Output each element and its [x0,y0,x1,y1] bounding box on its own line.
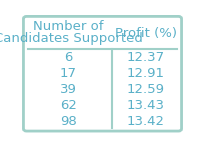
Text: 13.43: 13.43 [127,99,165,112]
Text: 12.59: 12.59 [127,83,165,96]
Text: 12.91: 12.91 [127,67,165,80]
Text: Number of: Number of [33,20,104,33]
Text: Candidates Supported: Candidates Supported [0,32,143,45]
FancyBboxPatch shape [23,16,182,131]
Text: Profit (%): Profit (%) [115,27,177,40]
Text: 98: 98 [60,115,77,128]
Text: 12.37: 12.37 [127,51,165,64]
Text: 6: 6 [64,51,73,64]
Text: 62: 62 [60,99,77,112]
Text: 13.42: 13.42 [127,115,165,128]
Text: 17: 17 [60,67,77,80]
Text: 39: 39 [60,83,77,96]
